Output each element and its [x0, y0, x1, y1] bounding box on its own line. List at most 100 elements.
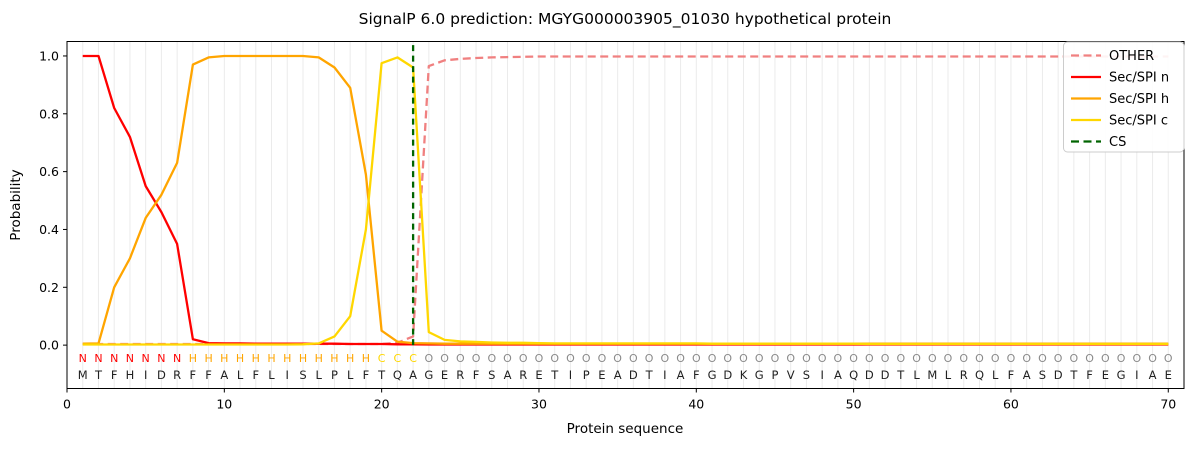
sequence-letter: F	[252, 368, 259, 382]
sequence-letter: T	[645, 368, 654, 382]
region-label: N	[94, 352, 102, 365]
sequence-letter: A	[409, 368, 417, 382]
sequence-letter: D	[157, 368, 166, 382]
sequence-letter: E	[598, 368, 605, 382]
sequence-letter: L	[237, 368, 244, 382]
sequence-letter: E	[1165, 368, 1172, 382]
sequence-letter: R	[456, 368, 464, 382]
region-label: O	[1070, 352, 1079, 365]
region-label: O	[472, 352, 481, 365]
sequence-letter: A	[504, 368, 512, 382]
legend: OTHER Sec/SPI n Sec/SPI h Sec/SPI c CS	[1063, 41, 1185, 153]
legend-label: Sec/SPI h	[1109, 92, 1169, 107]
sequence-letter: I	[1135, 368, 1138, 382]
y-tick-label: 0.0	[39, 338, 59, 353]
x-tick-label: 40	[688, 397, 704, 412]
sequence-letter: L	[945, 368, 952, 382]
region-label: H	[330, 352, 338, 365]
region-label: O	[425, 352, 434, 365]
region-label: H	[236, 352, 244, 365]
sequence-letter: D	[881, 368, 890, 382]
region-label: O	[1148, 352, 1157, 365]
x-tick-label: 60	[1003, 397, 1019, 412]
sequence-letter: T	[377, 368, 386, 382]
sequence-letter: T	[550, 368, 559, 382]
x-tick-label: 50	[846, 397, 862, 412]
sequence-letter: F	[1008, 368, 1015, 382]
legend-label: CS	[1109, 135, 1126, 150]
region-label: O	[849, 352, 858, 365]
region-label: N	[110, 352, 118, 365]
region-label: H	[362, 352, 370, 365]
y-tick-label: 0.8	[39, 106, 59, 121]
sequence-letter: S	[1039, 368, 1046, 382]
region-label: H	[189, 352, 197, 365]
sequence-letter: F	[111, 368, 118, 382]
region-label: H	[252, 352, 260, 365]
region-label: O	[912, 352, 921, 365]
region-label: H	[315, 352, 323, 365]
sequence-letter: M	[78, 368, 88, 382]
y-tick-label: 0.6	[39, 164, 59, 179]
region-label: O	[582, 352, 591, 365]
region-label: O	[440, 352, 449, 365]
region-label: O	[550, 352, 559, 365]
region-label: O	[881, 352, 890, 365]
region-label: N	[157, 352, 165, 365]
sequence-letter: F	[693, 368, 700, 382]
region-label: H	[267, 352, 275, 365]
sequence-letter: T	[1069, 368, 1078, 382]
sequence-letter: Q	[849, 368, 858, 382]
sequence-letter: S	[803, 368, 810, 382]
gridlines	[82, 41, 1169, 389]
sequence-letter: V	[787, 368, 795, 382]
region-label: H	[346, 352, 354, 365]
residue-rows: NMNTNFNHNINDNRHFHFHAHLHFHLHIHSHLHPHLHFCT…	[78, 352, 1173, 382]
region-label: O	[613, 352, 622, 365]
y-axis-label: Probability	[8, 169, 24, 240]
region-label: O	[755, 352, 764, 365]
region-label: O	[865, 352, 874, 365]
y-tick-label: 0.4	[39, 222, 59, 237]
sequence-letter: F	[190, 368, 197, 382]
sequence-letter: D	[723, 368, 732, 382]
sequence-letter: P	[583, 368, 590, 382]
legend-box	[1063, 41, 1185, 153]
sequence-letter: K	[740, 368, 748, 382]
region-label: H	[220, 352, 228, 365]
region-label: O	[1007, 352, 1016, 365]
region-label: O	[519, 352, 528, 365]
sequence-letter: T	[896, 368, 905, 382]
sequence-letter: F	[363, 368, 370, 382]
region-label: H	[204, 352, 212, 365]
sequence-letter: I	[286, 368, 289, 382]
sequence-letter: I	[569, 368, 572, 382]
x-tick-label: 10	[216, 397, 232, 412]
region-label: O	[1022, 352, 1031, 365]
region-label: H	[283, 352, 291, 365]
sequence-letter: I	[820, 368, 823, 382]
sequence-letter: I	[663, 368, 666, 382]
sequence-letter: L	[913, 368, 920, 382]
region-label: H	[299, 352, 307, 365]
region-label: O	[834, 352, 843, 365]
sequence-letter: S	[488, 368, 495, 382]
sequence-letter: P	[771, 368, 778, 382]
region-label: O	[1101, 352, 1110, 365]
sequence-letter: L	[992, 368, 999, 382]
x-tick-label: 20	[374, 397, 390, 412]
series-sec-spi-h	[82, 54, 1169, 345]
plot-border	[66, 41, 1185, 389]
sequence-letter: R	[519, 368, 527, 382]
sequence-letter: R	[960, 368, 968, 382]
region-label: N	[142, 352, 150, 365]
sequence-letter: Q	[975, 368, 984, 382]
sequence-letter: F	[473, 368, 480, 382]
region-label: O	[1038, 352, 1047, 365]
region-label: O	[566, 352, 575, 365]
sequence-letter: G	[1117, 368, 1126, 382]
chart-title: SignalP 6.0 prediction: MGYG000003905_01…	[359, 10, 892, 29]
sequence-letter: P	[331, 368, 338, 382]
axes: 0.0 0.2 0.4 0.6 0.8 1.0 0 10 20 30 40 50 60 70	[39, 41, 1185, 412]
